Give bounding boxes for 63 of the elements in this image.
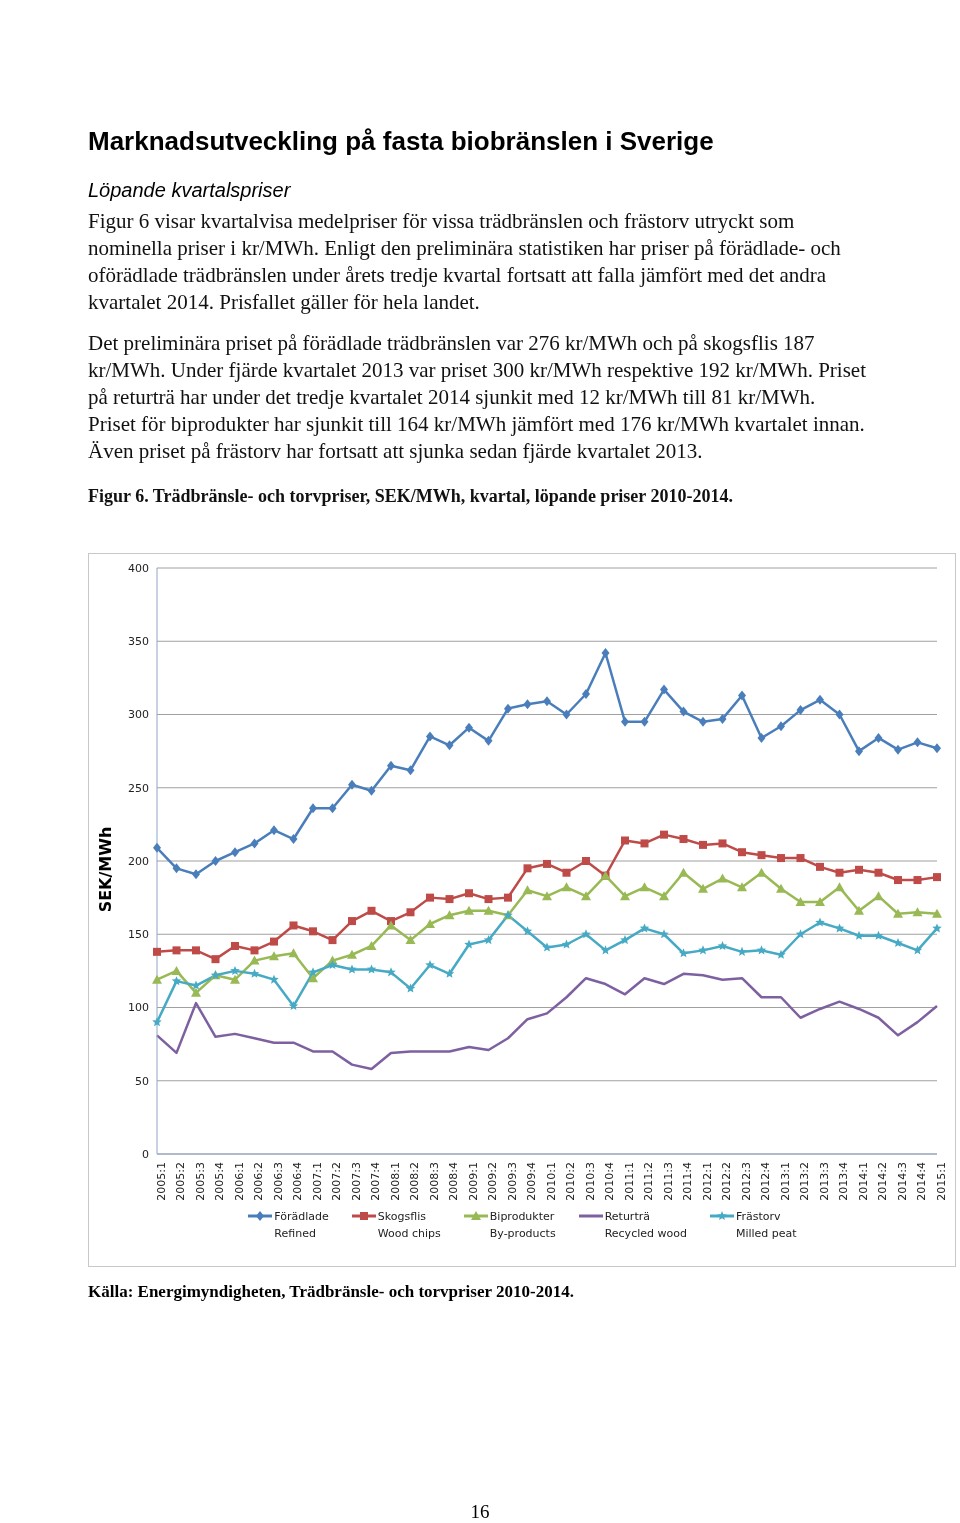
x-tick-label: 2011:2 <box>642 1162 656 1201</box>
y-axis-title: SEK/MWh <box>96 826 116 912</box>
text: Figur 6 visar kvartalvisa medelpriser för vissa trädbränslen och frästorv utryckt som nominella priser i kr/MWh. Enligt den preliminära statistiken har priser på förädlade- och oförädlade trädbränslen under årets tredje kvartal fortsatt att falla jämfört med det andra kvartalet 2014. Prisfallet gäller för hela landet. <box>88 208 842 316</box>
y-tick-label: 150 <box>128 928 149 942</box>
x-tick-label: 2007:1 <box>310 1162 324 1201</box>
x-tick-label: 2014:2 <box>876 1162 890 1201</box>
x-tick-label: 2013:1 <box>778 1162 792 1201</box>
x-tick-label: 2008:3 <box>427 1162 441 1201</box>
x-tick-label: 2008:4 <box>447 1162 461 1201</box>
y-tick-label: 100 <box>128 1001 149 1015</box>
x-tick-label: 2009:3 <box>505 1162 519 1201</box>
x-tick-label: 2015:1 <box>934 1162 948 1201</box>
y-tick-label: 200 <box>128 854 149 868</box>
legend-label: Returträ Recycled wood <box>604 1209 687 1242</box>
x-tick-label: 2012:2 <box>720 1162 734 1201</box>
x-tick-label: 2007:4 <box>369 1162 383 1201</box>
x-tick-label: 2012:4 <box>759 1162 773 1201</box>
y-tick-label: 250 <box>128 781 149 795</box>
x-tick-label: 2010:3 <box>583 1162 597 1201</box>
text: 16 <box>469 1501 491 1523</box>
x-tick-label: 2013:4 <box>837 1162 851 1201</box>
text: Källa: Energimyndigheten, Trädbränsle- och torvpriser 2010-2014. <box>88 1282 574 1302</box>
x-tick-label: 2006:4 <box>291 1162 305 1201</box>
x-tick-label: 2006:1 <box>232 1162 246 1201</box>
x-tick-label: 2010:1 <box>544 1162 558 1201</box>
legend-label: Frästorv Milled peat <box>735 1209 797 1242</box>
x-tick-label: 2008:2 <box>408 1162 422 1201</box>
x-tick-label: 2007:2 <box>330 1162 344 1201</box>
text: Figur 6. Trädbränsle- och torvpriser, SEK/MWh, kvartal, löpande priser 2010-2014. <box>88 485 735 508</box>
x-tick-label: 2009:4 <box>525 1162 539 1201</box>
x-tick-label: 2010:2 <box>564 1162 578 1201</box>
x-tick-label: 2014:1 <box>856 1162 870 1201</box>
x-tick-label: 2006:2 <box>252 1162 266 1201</box>
x-tick-label: 2006:3 <box>271 1162 285 1201</box>
x-tick-label: 2014:4 <box>915 1162 929 1201</box>
x-tick-label: 2005:4 <box>213 1162 227 1201</box>
x-tick-label: 2009:2 <box>486 1162 500 1201</box>
x-tick-label: 2011:1 <box>622 1162 636 1201</box>
legend-label: Biprodukter By-products <box>489 1209 556 1242</box>
x-tick-label: 2008:1 <box>388 1162 402 1201</box>
legend-label: Förädlade Refined <box>274 1209 329 1242</box>
x-tick-label: 2009:1 <box>466 1162 480 1201</box>
chart-subtitle: Löpande kvartalspriser <box>88 179 292 202</box>
x-tick-label: 2011:4 <box>681 1162 695 1201</box>
x-tick-label: 2013:2 <box>798 1162 812 1201</box>
chart-title: Marknadsutveckling på fasta biobränslen i Sverige <box>88 126 715 157</box>
x-tick-label: 2007:3 <box>349 1162 363 1201</box>
x-tick-label: 2005:3 <box>193 1162 207 1201</box>
y-tick-label: 350 <box>128 635 149 649</box>
y-tick-label: 0 <box>142 1147 149 1161</box>
x-tick-label: 2005:2 <box>174 1162 188 1201</box>
y-tick-label: 400 <box>128 561 149 575</box>
y-tick-label: 50 <box>135 1074 149 1088</box>
text: Det preliminära priset på förädlade trädbränslen var 276 kr/MWh och på skogsflis 187 kr/MWh. Under fjärde kvartalet 2013 var priset 300 kr/MWh respektive 192 kr/MWh. Priset på returträ har under det tredje kvartalet 2014 sjunkit med 12 kr/MWh till 81 kr/MWh. Priset för biprodukter har sjunkit till 164 kr/MWh jämfört med 176 kr/MWh kvartalet innan. Även priset på frästorv har fortsatt att sjunka sedan fjärde kvartalet 2013. <box>88 330 867 465</box>
x-tick-label: 2012:3 <box>739 1162 753 1201</box>
y-tick-label: 300 <box>128 708 149 722</box>
x-tick-label: 2013:3 <box>817 1162 831 1201</box>
legend-label: Skogsflis Wood chips <box>377 1209 441 1242</box>
x-tick-label: 2014:3 <box>895 1162 909 1201</box>
x-tick-label: 2011:3 <box>661 1162 675 1201</box>
x-tick-label: 2010:4 <box>603 1162 617 1201</box>
x-tick-label: 2005:1 <box>154 1162 168 1201</box>
x-tick-label: 2012:1 <box>700 1162 714 1201</box>
